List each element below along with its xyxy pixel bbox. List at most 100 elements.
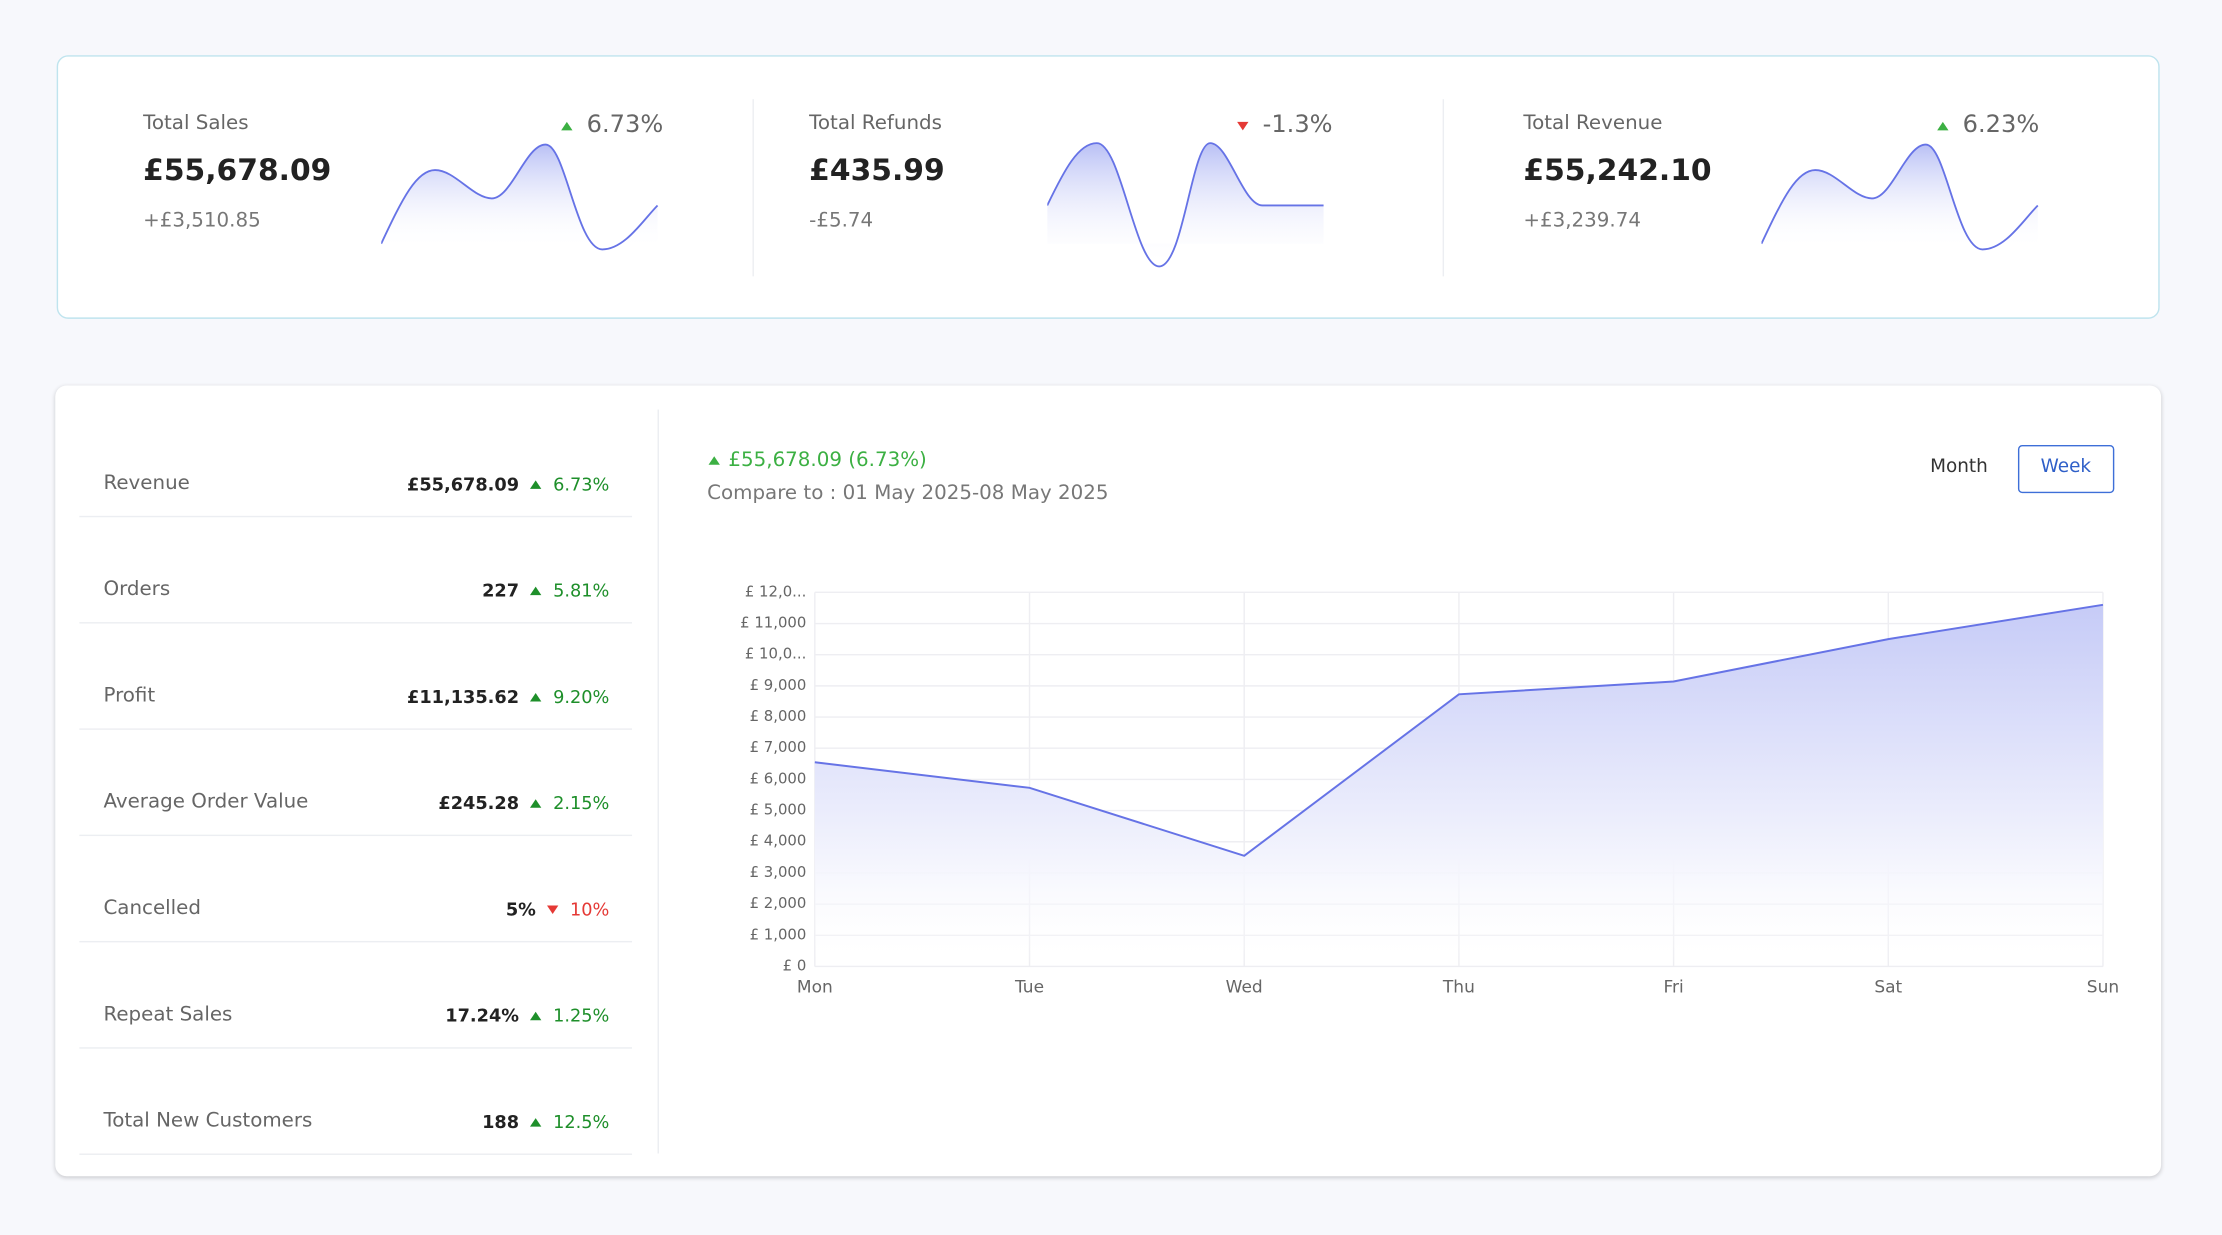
sparkline-line: [381, 143, 659, 251]
metric-value: 188: [482, 1111, 520, 1133]
x-tick-label: Sat: [1874, 978, 1902, 998]
metric-row: Revenue £55,678.09 6.73%: [79, 410, 633, 518]
metric-values: £55,678.09 6.73%: [407, 473, 609, 494]
metric-values: 188 12.5%: [482, 1111, 609, 1132]
metric-change: 10%: [569, 898, 610, 920]
trend-arrow: [530, 798, 542, 808]
metric-label: Repeat Sales: [103, 1003, 233, 1026]
summary-card: Total Sales £55,678.09 +£3,510.85 6.73% …: [56, 55, 2161, 321]
trend-arrow: [530, 1117, 542, 1126]
trend-arrow: [547, 904, 559, 914]
x-tick-label: Sun: [2087, 978, 2119, 998]
metric-label: Total New Customers: [103, 1109, 313, 1133]
headline-value: £55,678.09 (6.73%): [728, 449, 927, 472]
area: [814, 604, 2103, 967]
metric-values: 5% 10%: [506, 898, 609, 919]
tab-week[interactable]: Week: [2017, 444, 2114, 494]
sparkline-line: [1761, 143, 2039, 251]
metric-row: Cancelled 5% 10%: [79, 835, 633, 943]
trend-arrow: [530, 479, 542, 489]
metric-values: £11,135.62 9.20%: [407, 686, 609, 707]
change: +£3,239.74: [1523, 209, 1641, 233]
y-tick-label: £ 1,000: [750, 925, 807, 943]
metric-value: 227: [482, 579, 520, 601]
summary-item: Total Revenue £55,242.10 +£3,239.74 6.23…: [1523, 57, 2161, 321]
metric-value: 17.24%: [445, 1004, 520, 1026]
metric-value: £55,678.09: [406, 473, 520, 495]
metric-change: 6.73%: [553, 473, 610, 495]
metric-label: Orders: [103, 578, 171, 601]
line-chart: £ 0 £ 1,000 £ 2,000 £ 3,000 £ 4,000 £ 5,000 £ …: [740, 582, 2119, 998]
y-tick-label: £ 5,000: [750, 801, 807, 819]
label: Total Refunds: [809, 111, 942, 135]
line: [814, 603, 2104, 857]
trend-arrow: [561, 121, 573, 131]
value: £55,678.09: [143, 153, 332, 188]
metric-change: 2.15%: [553, 792, 610, 814]
metric-value: 5%: [505, 898, 536, 920]
metric-value: £245.28: [438, 792, 520, 814]
metric-row: Repeat Sales 17.24% 1.25%: [79, 941, 633, 1049]
sparkline-area: [381, 144, 658, 250]
metric-label: Average Order Value: [103, 790, 309, 814]
x-tick-label: Mon: [797, 978, 833, 998]
sparkline-area: [1761, 144, 2038, 250]
metric-row: Total New Customers 188 12.5%: [79, 1047, 633, 1155]
x-tick-label: Tue: [1014, 978, 1044, 998]
metric-label: Cancelled: [103, 897, 201, 920]
sparkline-area: [1047, 143, 1324, 267]
change: +£3,510.85: [143, 209, 261, 233]
y-tick-label: £ 0: [783, 956, 807, 974]
sparkline-line: [1047, 142, 1324, 268]
metric-label: Revenue: [103, 471, 190, 495]
trend-arrow: [1937, 121, 1949, 131]
compare-text: Compare to : 01 May 2025-08 May 2025: [707, 481, 1109, 505]
y-tick-label: £ 2,000: [750, 894, 807, 912]
summary-item: Total Refunds £435.99 -£5.74 -1.3%: [809, 57, 1447, 321]
metric-label: Profit: [103, 684, 156, 708]
metric-row: Profit £11,135.62 9.20%: [79, 622, 633, 730]
metric-values: 227 5.81%: [482, 580, 609, 601]
metric-change: 1.25%: [553, 1004, 610, 1026]
tab-month[interactable]: Month: [1930, 456, 1988, 478]
x-tick-label: Thu: [1442, 978, 1475, 998]
metric-change: 9.20%: [553, 685, 610, 708]
trend-arrow: [530, 1011, 542, 1020]
divider: [657, 409, 659, 1154]
value: £435.99: [809, 153, 945, 188]
percent: 6.73%: [586, 110, 664, 139]
metric-change: 12.5%: [553, 1111, 610, 1133]
divider: [1442, 99, 1445, 277]
sparkline: [381, 143, 659, 251]
trend-arrow: [708, 456, 720, 465]
x-tick-label: Fri: [1663, 978, 1683, 998]
trend-arrow: [1237, 121, 1249, 131]
y-tick-label: £ 11,000: [740, 614, 806, 632]
metric-value: £11,135.62: [406, 685, 520, 708]
change: -£5.74: [809, 209, 874, 233]
metric-row: Orders 227 5.81%: [79, 516, 633, 624]
headline: £55,678.09 (6.73%): [708, 449, 927, 472]
sparkline: [1761, 143, 2039, 251]
percent: -1.3%: [1262, 110, 1333, 139]
y-tick-label: £ 9,000: [750, 676, 807, 694]
metric-change: 5.81%: [553, 579, 610, 601]
metrics-panel: Revenue £55,678.09 6.73% Orders 227 5.81% Prof…: [55, 385, 2162, 1177]
metric-values: £245.28 2.15%: [438, 792, 609, 813]
trend-arrow: [530, 692, 542, 701]
y-tick-label: £ 4,000: [750, 832, 807, 850]
metric-values: 17.24% 1.25%: [445, 1005, 609, 1026]
y-tick-label: £ 6,000: [750, 769, 807, 787]
metric-row: Average Order Value £245.28 2.15%: [79, 728, 633, 837]
value: £55,242.10: [1523, 153, 1712, 188]
y-tick-label: £ 10,0...: [745, 645, 806, 663]
label: Total Revenue: [1523, 111, 1663, 135]
sparkline: [1047, 142, 1324, 268]
trend-arrow: [530, 585, 542, 595]
y-tick-label: £ 8,000: [750, 707, 807, 725]
y-tick-label: £ 7,000: [750, 738, 807, 756]
y-tick-label: £ 3,000: [750, 863, 807, 881]
y-tick-label: £ 12,0...: [745, 582, 806, 600]
